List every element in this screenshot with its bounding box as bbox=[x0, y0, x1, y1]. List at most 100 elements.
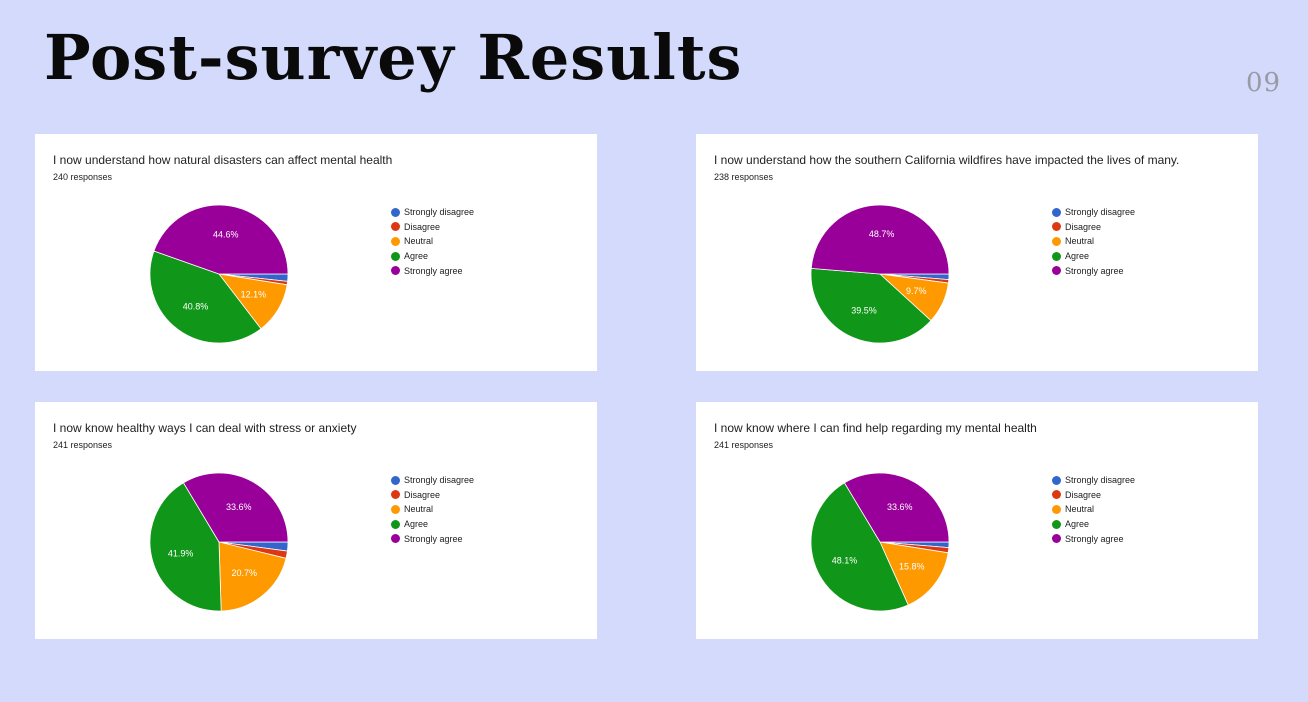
legend-item-neutral: Neutral bbox=[1052, 502, 1135, 517]
legend-swatch bbox=[1052, 222, 1061, 232]
legend-swatch bbox=[1052, 266, 1061, 276]
legend-label: Agree bbox=[1065, 251, 1090, 262]
pie-slice-agree bbox=[149, 250, 262, 344]
legend-item-agree: Agree bbox=[1052, 249, 1135, 264]
pie-slice-agree bbox=[810, 267, 932, 344]
data-label-agree: 48.1% bbox=[832, 556, 858, 566]
pie-slice-strongly-agree bbox=[843, 472, 950, 543]
legend-item-strongly-agree: Strongly agree bbox=[1052, 531, 1135, 546]
data-label-neutral: 9.7% bbox=[906, 286, 927, 296]
chart-legend: Strongly disagree Disagree Neutral Agree Str… bbox=[391, 205, 474, 278]
legend-swatch bbox=[1052, 207, 1061, 217]
legend-label: Strongly agree bbox=[1065, 533, 1124, 544]
data-label-neutral: 15.8% bbox=[899, 561, 925, 571]
legend-label: Disagree bbox=[404, 489, 441, 500]
page-number: 09 bbox=[1246, 68, 1282, 98]
legend-label: Neutral bbox=[1065, 236, 1095, 247]
pie-chart: 12.1% 40.8% 44.6% bbox=[149, 204, 289, 344]
data-label-agree: 40.8% bbox=[183, 301, 209, 311]
legend-item-strongly-agree: Strongly agree bbox=[391, 263, 474, 278]
legend-swatch bbox=[391, 504, 400, 514]
response-count: 238 responses bbox=[714, 172, 774, 182]
legend-item-strongly-agree: Strongly agree bbox=[1052, 263, 1135, 278]
legend-item-neutral: Neutral bbox=[1052, 234, 1135, 249]
chart-legend: Strongly disagree Disagree Neutral Agree Str… bbox=[391, 473, 474, 546]
pie-slice-agree bbox=[810, 482, 909, 612]
data-label-agree: 41.9% bbox=[168, 548, 194, 558]
legend-label: Strongly agree bbox=[404, 533, 463, 544]
data-label-neutral: 12.1% bbox=[241, 289, 267, 299]
legend-swatch bbox=[1052, 534, 1061, 544]
legend-item-disagree: Disagree bbox=[391, 220, 474, 235]
legend-label: Disagree bbox=[1065, 489, 1102, 500]
legend-label: Disagree bbox=[404, 221, 441, 232]
legend-swatch bbox=[1052, 251, 1061, 261]
pie-chart: 9.7% 39.5% 48.7% bbox=[810, 204, 950, 344]
page-title: Post-survey Results bbox=[44, 21, 743, 94]
pie-chart: 20.7% 41.9% 33.6% bbox=[149, 472, 289, 612]
chart-title: I now know where I can find help regardi… bbox=[714, 421, 1037, 435]
legend-label: Neutral bbox=[1065, 504, 1095, 515]
legend-swatch bbox=[391, 475, 400, 485]
legend-swatch bbox=[391, 207, 400, 217]
response-count: 240 responses bbox=[53, 172, 113, 182]
data-label-neutral: 20.7% bbox=[231, 568, 257, 578]
legend-swatch bbox=[391, 519, 400, 529]
chart-legend: Strongly disagree Disagree Neutral Agree Str… bbox=[1052, 205, 1135, 278]
legend-swatch bbox=[1052, 519, 1061, 529]
pie-slice-strongly-agree bbox=[810, 204, 950, 275]
legend-label: Strongly disagree bbox=[404, 475, 475, 486]
pie-slice-strongly-agree bbox=[182, 472, 289, 543]
legend-swatch bbox=[1052, 490, 1061, 500]
legend-label: Neutral bbox=[404, 504, 434, 515]
legend-item-strongly-disagree: Strongly disagree bbox=[391, 205, 474, 220]
legend-item-strongly-disagree: Strongly disagree bbox=[391, 473, 474, 488]
legend-item-neutral: Neutral bbox=[391, 234, 474, 249]
legend-item-disagree: Disagree bbox=[1052, 488, 1135, 503]
legend-item-disagree: Disagree bbox=[391, 488, 474, 503]
legend-swatch bbox=[1052, 504, 1061, 514]
legend-item-neutral: Neutral bbox=[391, 502, 474, 517]
response-count: 241 responses bbox=[53, 440, 113, 450]
chart-legend: Strongly disagree Disagree Neutral Agree Str… bbox=[1052, 473, 1135, 546]
legend-item-strongly-disagree: Strongly disagree bbox=[1052, 473, 1135, 488]
legend-label: Disagree bbox=[1065, 221, 1102, 232]
chart-title: I now understand how natural disasters c… bbox=[53, 153, 393, 167]
legend-label: Strongly disagree bbox=[1065, 475, 1136, 486]
data-label-agree: 39.5% bbox=[851, 306, 877, 316]
pie-slice-agree bbox=[149, 482, 222, 612]
response-count: 241 responses bbox=[714, 440, 774, 450]
chart-card: I now know healthy ways I can deal with … bbox=[35, 402, 597, 639]
legend-swatch bbox=[1052, 236, 1061, 246]
legend-item-agree: Agree bbox=[391, 249, 474, 264]
legend-item-strongly-agree: Strongly agree bbox=[391, 531, 474, 546]
chart-card: I now understand how natural disasters c… bbox=[35, 134, 597, 371]
legend-swatch bbox=[391, 236, 400, 246]
data-label-strongly-agree: 33.6% bbox=[887, 502, 913, 512]
legend-label: Strongly disagree bbox=[1065, 207, 1136, 218]
chart-title: I now know healthy ways I can deal with … bbox=[53, 421, 357, 435]
legend-label: Agree bbox=[1065, 519, 1090, 530]
chart-card: I now know where I can find help regardi… bbox=[696, 402, 1258, 639]
pie-slice-neutral bbox=[218, 541, 287, 612]
legend-swatch bbox=[391, 266, 400, 276]
legend-item-disagree: Disagree bbox=[1052, 220, 1135, 235]
pie-chart: 15.8% 48.1% 33.6% bbox=[810, 472, 950, 612]
legend-item-agree: Agree bbox=[391, 517, 474, 532]
chart-card: I now understand how the southern Califo… bbox=[696, 134, 1258, 371]
data-label-strongly-agree: 48.7% bbox=[869, 229, 895, 239]
legend-swatch bbox=[1052, 475, 1061, 485]
data-label-strongly-agree: 33.6% bbox=[226, 502, 252, 512]
legend-swatch bbox=[391, 222, 400, 232]
pie-slice-strongly-agree bbox=[153, 204, 289, 275]
legend-label: Strongly agree bbox=[1065, 265, 1124, 276]
pie-slice-neutral bbox=[879, 541, 949, 606]
data-label-strongly-agree: 44.6% bbox=[213, 230, 239, 240]
legend-item-strongly-disagree: Strongly disagree bbox=[1052, 205, 1135, 220]
legend-item-agree: Agree bbox=[1052, 517, 1135, 532]
legend-label: Strongly agree bbox=[404, 265, 463, 276]
chart-title: I now understand how the southern Califo… bbox=[714, 153, 1180, 167]
legend-label: Neutral bbox=[404, 236, 434, 247]
legend-swatch bbox=[391, 490, 400, 500]
legend-label: Agree bbox=[404, 251, 429, 262]
